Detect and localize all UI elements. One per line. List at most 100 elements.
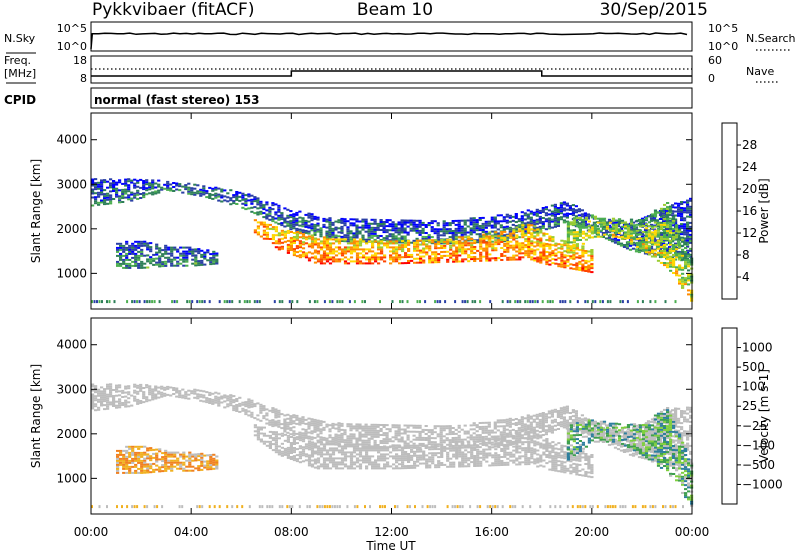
power-cell	[472, 227, 476, 230]
velocity-cell	[496, 439, 500, 442]
power-cell	[298, 250, 302, 253]
power-cell	[112, 180, 116, 182]
power-cell	[142, 182, 146, 184]
power-cell	[488, 235, 492, 238]
power-cell	[190, 193, 194, 196]
velocity-cell	[103, 390, 107, 393]
power-cell	[340, 231, 344, 234]
power-cell	[385, 239, 389, 242]
velocity-cell	[217, 400, 221, 403]
power-cell	[349, 218, 353, 221]
power-noise-cell	[91, 300, 93, 304]
velocity-cell	[202, 400, 206, 403]
velocity-cell	[622, 449, 627, 451]
velocity-cell	[481, 444, 485, 446]
power-cell	[599, 219, 603, 222]
power-cell	[94, 178, 98, 181]
power-cell	[382, 225, 386, 228]
power-cell	[310, 252, 315, 255]
power-cell	[647, 245, 652, 248]
power-cell	[413, 247, 417, 250]
power-cell	[392, 258, 396, 261]
power-cell	[185, 252, 189, 255]
power-cell	[425, 247, 429, 250]
power-noise-cell	[621, 300, 624, 304]
velocity-cell	[100, 390, 104, 393]
power-cell	[494, 257, 498, 260]
power-cell	[587, 250, 591, 253]
velocity-cell	[499, 425, 503, 428]
power-cell	[527, 248, 531, 250]
velocity-cell	[439, 427, 443, 430]
power-cell	[506, 244, 510, 247]
velocity-cell	[292, 422, 296, 425]
power-cell	[502, 228, 506, 231]
power-cell	[316, 216, 320, 219]
power-cell	[125, 262, 129, 265]
power-cell	[457, 223, 461, 226]
power-cell	[590, 232, 594, 235]
power-cell	[368, 260, 372, 263]
power-cell	[641, 241, 646, 244]
velocity-cell	[265, 422, 269, 425]
velocity-cell	[397, 434, 401, 437]
power-cell	[616, 243, 621, 246]
power-cell	[349, 252, 354, 255]
power-cell	[590, 265, 594, 268]
power-cell	[530, 224, 534, 227]
power-cell	[665, 249, 669, 252]
velocity-cell	[364, 443, 368, 446]
power-cell	[437, 257, 441, 260]
power-cell	[683, 239, 687, 242]
power-cell	[530, 252, 534, 255]
velocity-cell	[379, 424, 383, 426]
power-cell	[605, 223, 610, 226]
power-cell	[166, 188, 170, 191]
velocity-cell	[562, 416, 566, 419]
velocity-cell	[145, 396, 149, 399]
power-cell	[512, 256, 516, 259]
power-cell	[634, 228, 639, 231]
power-cell	[373, 232, 377, 235]
power-cell	[401, 262, 405, 265]
power-cell	[581, 249, 585, 252]
velocity-cell	[427, 437, 431, 440]
velocity-cell	[574, 420, 578, 423]
power-cell	[106, 192, 110, 195]
power-cell	[377, 262, 381, 265]
power-cell	[352, 232, 356, 235]
power-cell	[658, 248, 663, 251]
power-cell	[439, 242, 443, 245]
velocity-cell	[229, 398, 233, 401]
power-cell	[140, 264, 144, 267]
power-cell	[580, 215, 584, 218]
power-cell	[647, 241, 652, 244]
power-noise-cell	[399, 300, 401, 304]
velocity-cell	[379, 428, 383, 430]
power-cell	[672, 231, 676, 234]
power-cell	[202, 187, 206, 190]
power-cell	[629, 220, 634, 223]
power-cell	[666, 264, 670, 267]
velocity-cell	[547, 416, 551, 419]
power-cell	[184, 186, 188, 189]
power-cell	[472, 217, 476, 220]
power-cell	[343, 236, 347, 239]
velocity-cell	[277, 419, 281, 422]
velocity-cell	[97, 400, 101, 403]
power-cell	[526, 221, 530, 224]
power-cell	[572, 257, 576, 260]
power-cell	[361, 226, 365, 229]
velocity-cell	[121, 391, 125, 394]
velocity-cell	[418, 424, 422, 427]
power-cell	[137, 264, 141, 267]
power-cell	[422, 259, 426, 262]
power-cell	[512, 244, 516, 247]
power-cell	[262, 216, 266, 219]
power-cell	[358, 240, 363, 243]
power-cell	[578, 248, 582, 251]
velocity-cell	[157, 390, 161, 393]
power-cell	[307, 251, 312, 254]
power-cell	[604, 229, 609, 232]
power-cell	[494, 247, 498, 250]
